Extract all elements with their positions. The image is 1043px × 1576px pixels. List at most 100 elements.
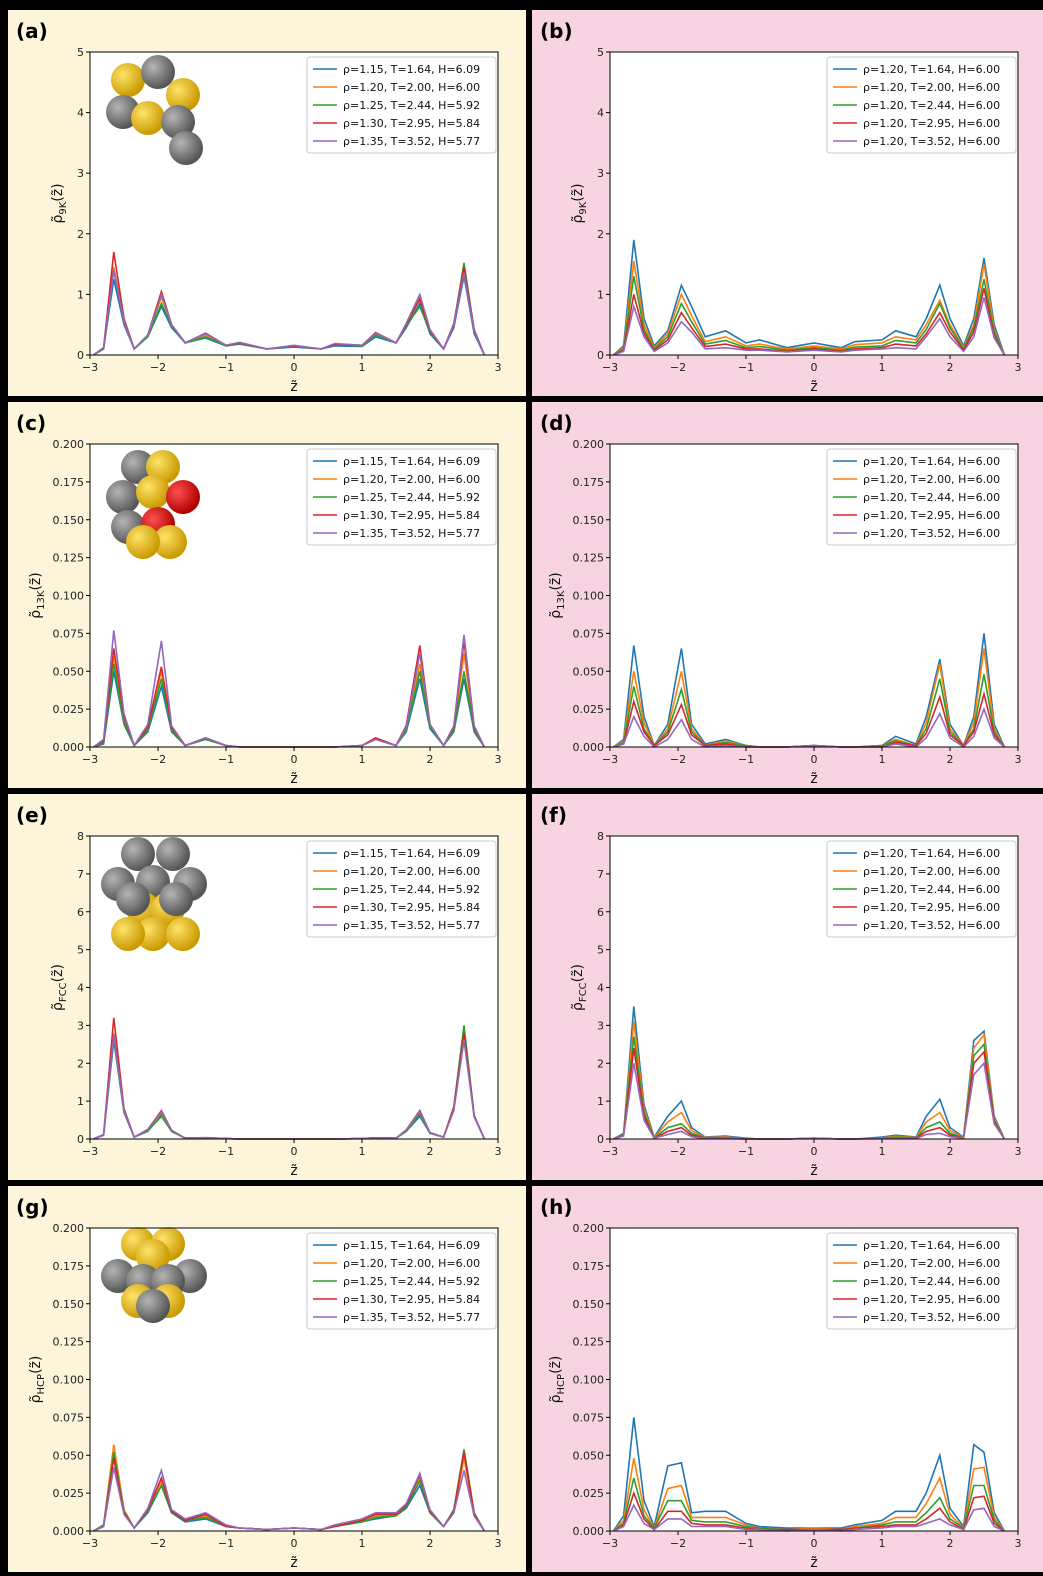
legend-label: ρ=1.20, T=2.00, H=6.00 (343, 1257, 480, 1270)
y-label-symbol: ρ̃ (28, 1394, 44, 1403)
y-tick-label: 5 (597, 46, 604, 59)
atom (131, 101, 165, 135)
legend-label: ρ=1.25, T=2.44, H=5.92 (343, 883, 480, 896)
x-tick-label: 0 (811, 1537, 818, 1550)
y-label-subscript: FCC (578, 982, 589, 1002)
x-tick-label: −3 (602, 1145, 618, 1158)
legend-label: ρ=1.35, T=3.52, H=5.77 (343, 1311, 480, 1324)
y-tick-label: 0.150 (573, 514, 605, 527)
y-tick-label: 3 (77, 167, 84, 180)
legend-label: ρ=1.20, T=2.44, H=6.00 (863, 883, 1000, 896)
x-tick-label: 1 (359, 1145, 366, 1158)
x-tick-label: −2 (670, 1145, 686, 1158)
series-line (613, 1503, 1005, 1532)
panel-label: (g) (16, 1195, 49, 1219)
y-tick-label: 4 (77, 982, 84, 995)
y-label-subscript: HCP (556, 1374, 567, 1395)
y-tick-label: 0.100 (573, 1374, 605, 1387)
x-tick-label: −3 (82, 753, 98, 766)
y-tick-label: 0.125 (573, 552, 605, 565)
y-tick-label: 4 (77, 107, 84, 120)
x-tick-label: 2 (947, 1145, 954, 1158)
x-tick-label: 1 (879, 1537, 886, 1550)
x-tick-label: 2 (427, 1537, 434, 1550)
legend-label: ρ=1.20, T=3.52, H=6.00 (863, 527, 1000, 540)
x-tick-label: −1 (738, 1537, 754, 1550)
x-tick-label: 0 (811, 1145, 818, 1158)
x-axis-label: z̃ (810, 771, 817, 787)
legend-label: ρ=1.20, T=2.95, H=6.00 (863, 1293, 1000, 1306)
y-tick-label: 0.050 (573, 665, 605, 678)
x-axis-label: z̃ (290, 1555, 297, 1571)
x-tick-label: −1 (218, 753, 234, 766)
y-tick-label: 0.125 (53, 552, 85, 565)
y-tick-label: 0.050 (573, 1449, 605, 1462)
y-tick-label: 0.000 (53, 1525, 85, 1538)
series-line (613, 706, 1005, 749)
atom (106, 480, 140, 514)
y-axis-label: ρ̃9K(z̃) (570, 183, 589, 223)
legend-label: ρ=1.20, T=3.52, H=6.00 (863, 919, 1000, 932)
legend-label: ρ=1.20, T=1.64, H=6.00 (863, 63, 1000, 76)
atom (166, 78, 200, 112)
x-tick-label: 2 (427, 753, 434, 766)
y-tick-label: 2 (597, 1057, 604, 1070)
y-tick-label: 0.100 (53, 590, 85, 603)
y-tick-label: 6 (77, 906, 84, 919)
legend-label: ρ=1.20, T=2.00, H=6.00 (863, 865, 1000, 878)
x-tick-label: −2 (670, 753, 686, 766)
y-tick-label: 0.150 (53, 1298, 85, 1311)
atom (136, 1289, 170, 1323)
series-line (613, 288, 1006, 356)
atom (141, 55, 175, 89)
legend-label: ρ=1.20, T=2.44, H=6.00 (863, 491, 1000, 504)
legend-box (826, 56, 1017, 154)
x-tick-label: −1 (218, 1537, 234, 1550)
y-tick-label: 2 (597, 228, 604, 241)
y-tick-label: 0.025 (573, 703, 605, 716)
legend-label: ρ=1.15, T=1.64, H=6.09 (343, 455, 480, 468)
x-tick-label: −2 (670, 1537, 686, 1550)
series-line (613, 1061, 1006, 1140)
y-tick-label: 0.175 (573, 1260, 605, 1273)
x-tick-label: −3 (82, 1537, 98, 1550)
panel-label: (c) (16, 411, 46, 435)
x-tick-label: −3 (602, 753, 618, 766)
x-axis-label: z̃ (290, 771, 297, 787)
x-tick-label: 3 (1015, 753, 1022, 766)
legend-label: ρ=1.15, T=1.64, H=6.09 (343, 1239, 480, 1252)
y-tick-label: 0.025 (53, 1487, 85, 1500)
y-axis-label: ρ̃HCP(z̃) (28, 1356, 47, 1404)
atom (116, 882, 150, 916)
y-tick-label: 1 (77, 1095, 84, 1108)
legend-label: ρ=1.35, T=3.52, H=5.77 (343, 527, 480, 540)
y-tick-label: 0 (77, 349, 84, 362)
panel-label: (e) (16, 803, 48, 827)
x-axis-label: z̃ (810, 379, 817, 395)
atom (121, 450, 155, 484)
x-tick-label: −3 (602, 1537, 618, 1550)
y-tick-label: 0 (597, 349, 604, 362)
atom (166, 917, 200, 951)
y-tick-label: 5 (597, 944, 604, 957)
y-label-symbol: ρ̃ (28, 610, 44, 619)
atom (126, 525, 160, 559)
x-tick-label: 3 (1015, 361, 1022, 374)
y-tick-label: 0.025 (573, 1487, 605, 1500)
legend-label: ρ=1.35, T=3.52, H=5.77 (343, 135, 480, 148)
x-tick-label: 3 (1015, 1145, 1022, 1158)
y-tick-label: 3 (597, 167, 604, 180)
legend-label: ρ=1.20, T=1.64, H=6.00 (863, 847, 1000, 860)
legend-label: ρ=1.20, T=2.00, H=6.00 (863, 1257, 1000, 1270)
x-axis-label: z̃ (290, 379, 297, 395)
y-tick-label: 1 (77, 288, 84, 301)
y-tick-label: 0.200 (53, 438, 85, 451)
legend-box (826, 1232, 1017, 1330)
y-label-symbol: ρ̃ (50, 1002, 66, 1011)
y-tick-label: 0 (597, 1133, 604, 1146)
x-tick-label: 3 (495, 361, 502, 374)
y-label-argument: (z̃) (570, 964, 586, 982)
y-label-symbol: ρ̃ (570, 215, 586, 224)
x-tick-label: −2 (150, 1145, 166, 1158)
